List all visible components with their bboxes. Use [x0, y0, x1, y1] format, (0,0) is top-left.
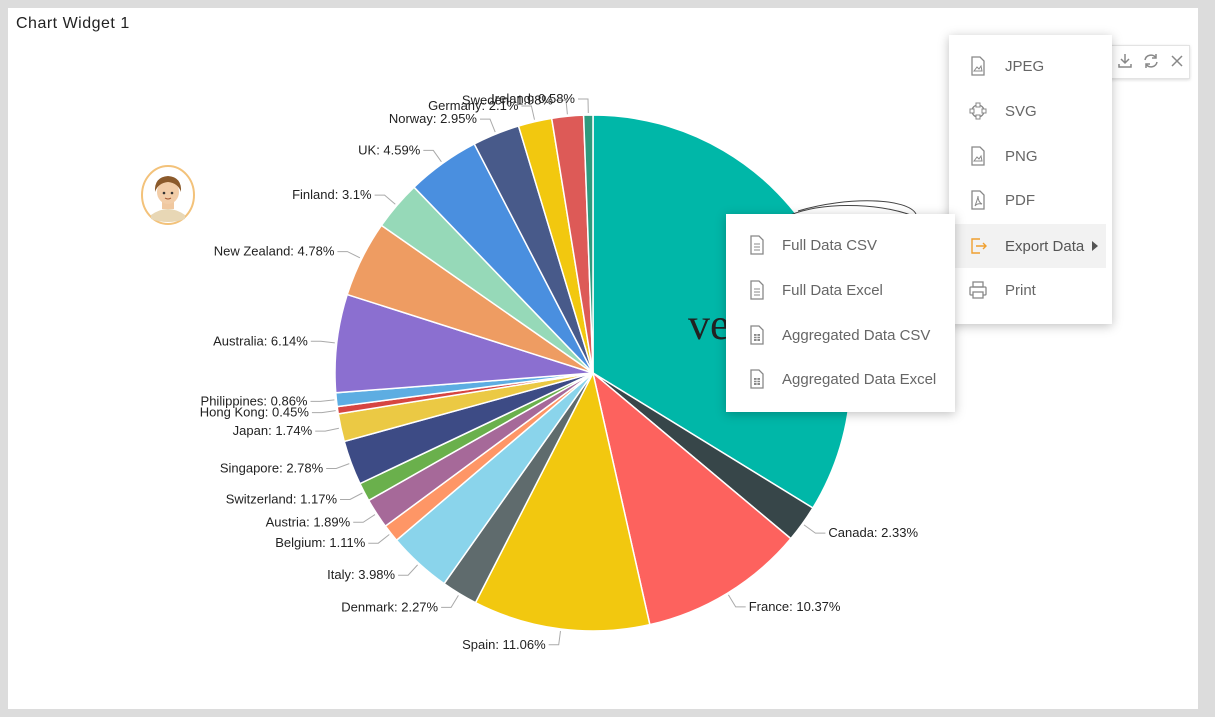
- data-label: Philippines: 0.86%: [201, 393, 308, 408]
- close-icon[interactable]: [1168, 52, 1186, 70]
- data-label: Singapore: 2.78%: [220, 461, 324, 476]
- data-label: France: 10.37%: [749, 599, 841, 614]
- export-menu: JPEG SVG PNG PDF: [949, 35, 1112, 324]
- data-label: Sweden: 1.98%: [462, 92, 554, 107]
- data-label: Norway: 2.95%: [389, 111, 478, 126]
- menu-item-label: JPEG: [1005, 57, 1045, 75]
- printer-icon: [969, 281, 987, 299]
- label-leader-line: [310, 340, 335, 344]
- label-leader-line: [340, 492, 363, 500]
- menu-item-label: PDF: [1005, 191, 1035, 209]
- menu-item-png[interactable]: PNG: [955, 135, 1106, 177]
- label-leader-line: [311, 410, 336, 414]
- label-leader-line: [326, 463, 350, 469]
- menu-item-pdf[interactable]: PDF: [955, 179, 1106, 221]
- menu-item-label: Print: [1005, 281, 1036, 299]
- data-label: Australia: 6.14%: [213, 333, 308, 348]
- spreadsheet-icon: [750, 325, 764, 345]
- label-leader-line: [374, 194, 396, 205]
- label-leader-line: [368, 534, 390, 544]
- menu-item-svg[interactable]: SVG: [955, 90, 1106, 132]
- export-icon: [971, 238, 987, 254]
- label-leader-line: [480, 118, 496, 133]
- refresh-icon[interactable]: [1142, 52, 1160, 70]
- chart-toolbar: [1103, 45, 1190, 79]
- label-leader-line: [578, 98, 589, 114]
- data-label: Germany: 2.1%: [428, 98, 519, 113]
- label-leader-line: [521, 105, 535, 120]
- label-leader-line: [727, 594, 746, 608]
- label-leader-line: [337, 251, 361, 259]
- pie-slice-ireland[interactable]: [582, 114, 594, 374]
- spreadsheet-icon: [750, 369, 764, 389]
- document-icon: [750, 280, 764, 300]
- submenu-item-label: Full Data CSV: [782, 236, 878, 254]
- submenu-item-label: Aggregated Data Excel: [782, 370, 937, 388]
- menu-item-label: SVG: [1005, 102, 1037, 120]
- submenu-item-aggregated-data-csv[interactable]: Aggregated Data CSV: [732, 314, 949, 356]
- label-leader-line: [315, 427, 340, 432]
- data-label: Japan: 1.74%: [233, 423, 313, 438]
- scribble-decoration: [789, 200, 919, 219]
- submenu-item-label: Aggregated Data CSV: [782, 326, 931, 344]
- submenu-item-full-data-excel[interactable]: Full Data Excel: [732, 269, 949, 311]
- submenu-item-label: Full Data Excel: [782, 281, 883, 299]
- label-leader-line: [441, 595, 459, 608]
- pdf-file-icon: [971, 190, 985, 210]
- submenu-item-aggregated-data-excel[interactable]: Aggregated Data Excel: [732, 358, 949, 400]
- data-label: Finland: 3.1%: [292, 187, 372, 202]
- widget-title: Chart Widget 1: [16, 15, 130, 32]
- chart-widget: Chart Widget 1 ve of USA Canada: 2.33%Fr…: [8, 8, 1198, 709]
- label-leader-line: [353, 514, 376, 523]
- menu-item-export-data[interactable]: Export Data: [955, 224, 1106, 268]
- data-label: UK: 4.59%: [358, 142, 421, 157]
- label-leader-line: [398, 564, 418, 576]
- menu-item-label: PNG: [1005, 147, 1038, 165]
- pie-slice-france[interactable]: [591, 370, 792, 626]
- label-leader-line: [548, 630, 561, 646]
- data-label: Italy: 3.98%: [327, 567, 395, 582]
- image-file-icon: [971, 146, 985, 166]
- label-leader-line: [310, 399, 335, 402]
- document-icon: [750, 235, 764, 255]
- data-label: Austria: 1.89%: [266, 514, 351, 529]
- menu-item-jpeg[interactable]: JPEG: [955, 45, 1106, 87]
- data-label: Ireland: 0.58%: [491, 91, 575, 106]
- label-leader-line: [556, 99, 568, 115]
- data-label: Canada: 2.33%: [828, 525, 918, 540]
- download-icon[interactable]: [1116, 52, 1134, 70]
- menu-item-print[interactable]: Print: [955, 269, 1106, 311]
- chevron-right-icon: [1092, 241, 1099, 251]
- menu-item-label: Export Data: [1005, 237, 1085, 255]
- data-label: Denmark: 2.27%: [341, 599, 438, 614]
- label-leader-line: [803, 524, 826, 534]
- export-data-submenu: Full Data CSV Full Data Excel Aggregated…: [726, 214, 955, 412]
- data-label: Hong Kong: 0.45%: [200, 405, 310, 420]
- data-label: Spain: 11.06%: [462, 637, 546, 652]
- label-leader-line: [423, 149, 442, 163]
- data-label: New Zealand: 4.78%: [214, 244, 335, 259]
- submenu-item-full-data-csv[interactable]: Full Data CSV: [732, 224, 949, 266]
- vector-icon: [969, 102, 987, 120]
- data-label: Belgium: 1.11%: [275, 535, 366, 550]
- avatar-icon: [141, 165, 195, 225]
- data-label: Switzerland: 1.17%: [226, 492, 338, 507]
- pie-chart: ve of USA Canada: 2.33%France: 10.37%Spa…: [200, 91, 919, 652]
- pie-slice-spain[interactable]: [474, 370, 651, 632]
- image-file-icon: [971, 56, 985, 76]
